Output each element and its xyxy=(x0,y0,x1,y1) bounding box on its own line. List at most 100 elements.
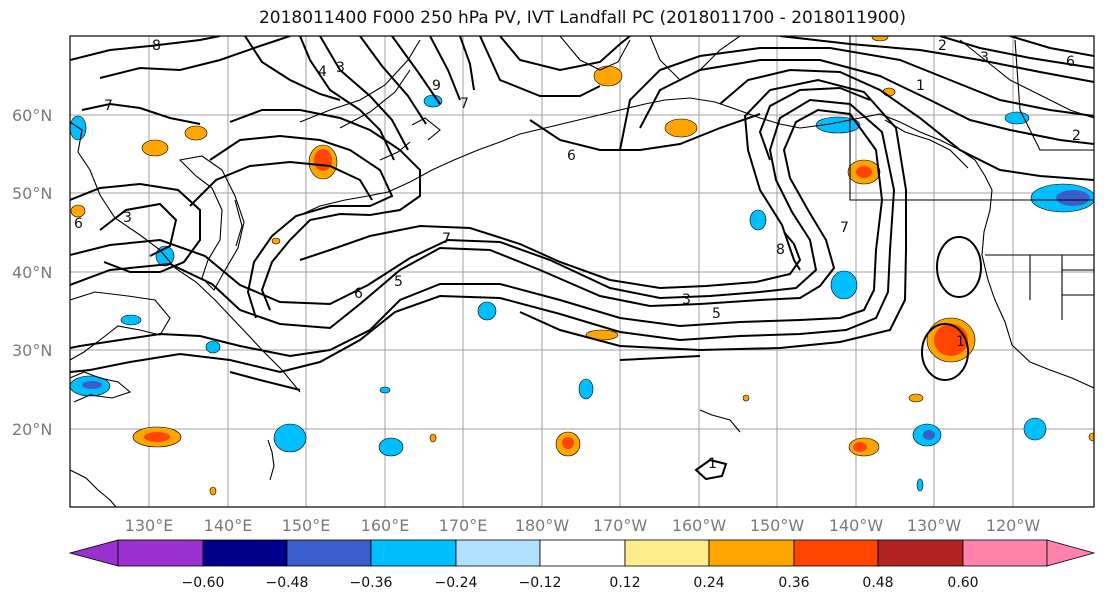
colorbar-tick-label: 0.60 xyxy=(947,575,978,591)
colorbar-tick-label: 0.12 xyxy=(609,575,640,591)
ivt-patch xyxy=(477,301,497,321)
colorbar-bin xyxy=(370,539,457,567)
contour-label: 6 xyxy=(354,286,363,302)
colorbar-bin xyxy=(202,539,288,567)
ivt-patch xyxy=(120,314,142,326)
ivt-patch xyxy=(141,139,169,157)
colorbar-tick-label: 0.48 xyxy=(862,575,893,591)
lon-label-140e: 140°E xyxy=(204,516,253,535)
closed-contour xyxy=(936,236,982,298)
contour-label: 8 xyxy=(776,242,785,258)
ivt-patch xyxy=(273,423,307,453)
colorbar-bin xyxy=(455,539,541,567)
lat-label-20n: 20°N xyxy=(12,420,52,439)
colorbar-bin xyxy=(539,539,626,567)
ivt-patch xyxy=(815,116,861,134)
ivt-patch xyxy=(882,87,896,97)
map-frame xyxy=(69,35,1095,508)
contour-label: 1 xyxy=(708,456,717,472)
contour-label: 7 xyxy=(442,231,451,247)
map-panel: 8 7 3 4 3 9 6 6 7 8 7 6 5 3 2 1 7 3 2 6 … xyxy=(70,36,1094,507)
ivt-patch xyxy=(70,204,86,218)
lon-label-130w: 130°W xyxy=(907,516,962,535)
lon-label-160e: 160°E xyxy=(361,516,410,535)
ivt-patch xyxy=(70,115,87,141)
contour-label: 7 xyxy=(840,220,849,236)
lon-label-150w: 150°W xyxy=(750,516,805,535)
ivt-patch xyxy=(749,209,767,231)
closed-contour xyxy=(921,323,969,381)
ivt-patch xyxy=(585,329,619,341)
ivt-patch xyxy=(1023,417,1047,441)
contour-label: 3 xyxy=(682,292,691,308)
ivt-patch xyxy=(1088,432,1094,442)
colorbar-bin xyxy=(624,539,710,567)
contour-label: 8 xyxy=(152,38,161,54)
colorbar-bin xyxy=(793,539,879,567)
colorbar-bin xyxy=(286,539,372,567)
ivt-patch xyxy=(379,386,391,394)
colorbar-over-arrow xyxy=(1046,539,1096,567)
ivt-patch xyxy=(742,394,750,402)
colorbar-bin xyxy=(962,539,1048,567)
contour-label: 2 xyxy=(1072,128,1081,144)
ivt-patch xyxy=(184,125,208,141)
lat-label-60n: 60°N xyxy=(12,106,52,125)
lat-label-30n: 30°N xyxy=(12,341,52,360)
colorbar-bin xyxy=(117,539,204,567)
longitude-labels: 130°E 140°E 150°E 160°E 170°E 180°W 170°… xyxy=(125,516,1041,535)
ivt-shading xyxy=(70,36,1094,496)
colorbar-under-arrow xyxy=(68,539,119,567)
ivt-patch xyxy=(908,393,924,403)
colorbar-bin xyxy=(877,539,964,567)
colorbar-tick-label: −0.60 xyxy=(182,575,225,591)
ivt-patch xyxy=(205,340,221,354)
lon-label-140w: 140°W xyxy=(829,516,884,535)
contour-label: 2 xyxy=(938,38,947,54)
lat-label-40n: 40°N xyxy=(12,263,52,282)
contour-labels: 8 7 3 4 3 9 6 6 7 8 7 6 5 3 2 1 7 3 2 6 … xyxy=(74,38,1081,472)
ivt-patch xyxy=(871,36,889,42)
lon-label-130e: 130°E xyxy=(125,516,174,535)
colorbar-tick-label: 0.36 xyxy=(778,575,809,591)
contour-label: 6 xyxy=(1066,54,1075,70)
coastlines xyxy=(70,36,1094,507)
ivt-patch xyxy=(429,433,437,443)
ivt-patch xyxy=(271,237,281,245)
colorbar xyxy=(68,539,1096,567)
contour-label: 6 xyxy=(74,216,83,232)
contour-label: 4 xyxy=(318,64,327,80)
contour-label: 3 xyxy=(123,210,132,226)
ivt-patch xyxy=(664,118,698,138)
contour-label: 3 xyxy=(336,60,345,76)
contour-label: 7 xyxy=(104,98,113,114)
colorbar-tick-label: −0.36 xyxy=(350,575,393,591)
contour-label: 5 xyxy=(712,306,721,322)
ivt-patch xyxy=(916,478,924,492)
ivt-patch xyxy=(1004,111,1030,125)
lon-label-160w: 160°W xyxy=(672,516,727,535)
ivt-patch xyxy=(578,378,594,400)
contour-label: 3 xyxy=(980,50,989,66)
contour-label: 1 xyxy=(956,334,965,350)
ivt-patch xyxy=(423,94,443,108)
lon-label-150e: 150°E xyxy=(282,516,331,535)
colorbar-bin xyxy=(708,539,795,567)
latitude-labels: 60°N 50°N 40°N 30°N 20°N xyxy=(12,106,52,439)
contour-label: 7 xyxy=(460,96,469,112)
lon-label-180w: 180°W xyxy=(515,516,570,535)
colorbar-tick-label: −0.12 xyxy=(519,575,562,591)
lon-label-170e: 170°E xyxy=(439,516,488,535)
ivt-patch xyxy=(209,486,217,496)
ivt-patch xyxy=(378,437,404,457)
colorbar-ticks: −0.60 −0.48 −0.36 −0.24 −0.12 0.12 0.24 … xyxy=(182,575,979,591)
colorbar-tick-label: −0.24 xyxy=(435,575,478,591)
lon-label-170w: 170°W xyxy=(593,516,648,535)
pv-contours xyxy=(70,36,1094,481)
ivt-patch xyxy=(830,270,858,300)
colorbar-tick-label: −0.48 xyxy=(266,575,309,591)
lat-label-50n: 50°N xyxy=(12,184,52,203)
colorbar-tick-label: 0.24 xyxy=(693,575,724,591)
contour-label: 6 xyxy=(567,148,576,164)
